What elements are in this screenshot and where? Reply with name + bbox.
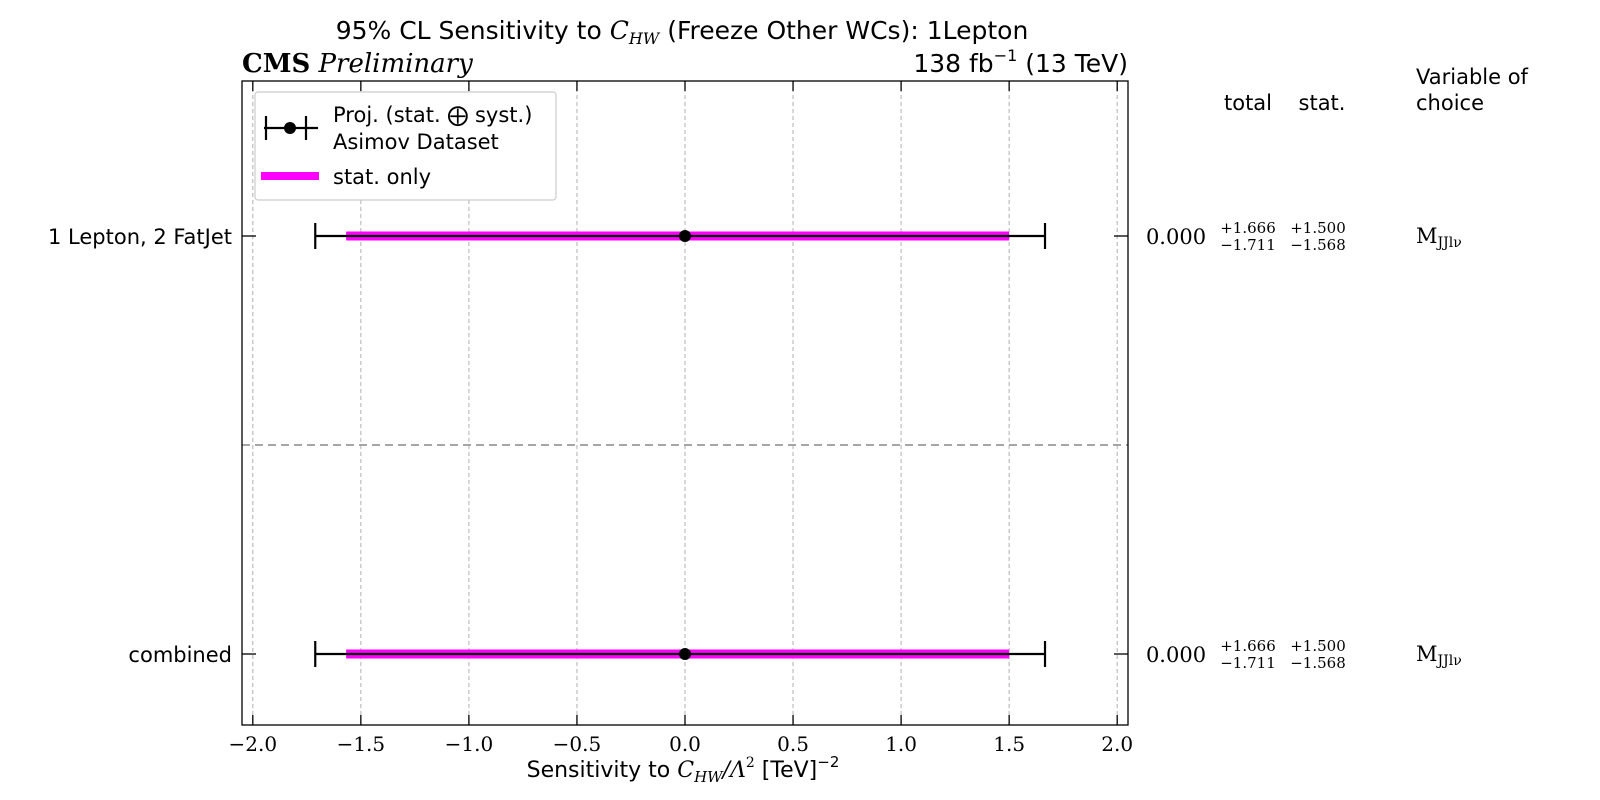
stat-down-0: −1.568 [1290,236,1346,254]
central-value-1: 0.000 [1146,643,1206,667]
stat-up-1: +1.500 [1290,637,1346,655]
xlabel-prefix: Sensitivity to [527,758,678,783]
x-tick-label-8: 2.0 [1101,732,1133,756]
central-point-0 [679,230,691,242]
total-down-1: −1.711 [1220,654,1276,672]
legend-entry-stat-label: stat. only [333,165,431,189]
stat-up-0: +1.500 [1290,219,1346,237]
stat-down-1: −1.568 [1290,654,1346,672]
title-suffix: (Freeze Other WCs): 1Lepton [659,16,1028,45]
legend-total-point [284,122,296,134]
row-label-0: 1 Lepton, 2 FatJet [48,225,232,249]
total-down-0: −1.711 [1220,236,1276,254]
variable-1: MJJlν [1416,642,1462,669]
central-point-1 [679,648,691,660]
xlabel-suffix: [TeV] [755,758,817,783]
header-variable-line2: choice [1416,91,1484,115]
x-tick-label-2: −1.0 [445,732,494,756]
row-labels: 1 Lepton, 2 FatJet combined [48,225,232,667]
title-prefix: 95% CL Sensitivity to [336,16,610,45]
xlabel-symbol-sub: HW [693,768,724,786]
table-row-0: 0.000 +1.666−1.711 +1.500−1.568 MJJlν [1146,219,1462,254]
total-up-0: +1.666 [1220,219,1276,237]
row-label-1: combined [128,643,232,667]
variable-0: MJJlν [1416,224,1462,251]
title-symbol-sub: HW [628,29,661,48]
legend-entry-total-line2: Asimov Dataset [333,130,499,154]
x-tick-label-4: 0.0 [669,732,701,756]
lumi-label: 138 fb−1 (13 TeV) [913,46,1128,78]
lumi-prefix: 138 fb [913,49,993,78]
total-up-1: +1.666 [1220,637,1276,655]
xlabel-symbol: C [677,758,694,783]
x-tick-label-6: 1.0 [885,732,917,756]
lumi-suffix: (13 TeV) [1017,49,1128,78]
variable-sub-0: JJlν [1436,235,1462,251]
x-tick-label-7: 1.5 [993,732,1025,756]
xlabel-mid-exp: 2 [746,755,755,771]
x-axis-label: Sensitivity to CHW/Λ2 [TeV]−2 [527,753,840,786]
x-tick-label-1: −1.5 [337,732,386,756]
cms-label: CMS Preliminary [242,49,473,79]
header-stat: stat. [1299,91,1346,115]
central-value-0: 0.000 [1146,225,1206,249]
x-tick-label-0: −2.0 [229,732,278,756]
variable-main-0: M [1416,224,1438,248]
variable-sub-1: JJlν [1436,653,1462,669]
legend: Proj. (stat. ⨁ syst.) Asimov Dataset sta… [254,91,557,201]
legend-entry-total-line1: Proj. (stat. ⨁ syst.) [333,103,532,127]
axes: −2.0 −1.5 −1.0 −0.5 0.0 0.5 1.0 1.5 2.0 [229,80,1133,756]
x-tick-label-3: −0.5 [553,732,602,756]
legend-frame [254,91,557,201]
xlabel-suffix-exp: −2 [817,753,839,771]
legend-marker-total [264,116,318,140]
header-variable-line1: Variable of [1416,65,1529,89]
cms-label-italic: Preliminary [318,49,474,79]
x-tick-label-5: 0.5 [777,732,809,756]
header-total: total [1224,91,1272,115]
row-1-marks [314,641,1047,667]
xlabel-mid: /Λ [721,758,746,783]
cms-label-bold: CMS [242,49,310,79]
title-symbol: C [610,16,629,45]
chart-title: 95% CL Sensitivity to CHW (Freeze Other … [336,16,1029,48]
row-0-marks [314,223,1047,249]
lumi-exp: −1 [994,46,1018,65]
table-row-1: 0.000 +1.666−1.711 +1.500−1.568 MJJlν [1146,637,1462,672]
data-marks [314,223,1047,667]
variable-main-1: M [1416,642,1438,666]
